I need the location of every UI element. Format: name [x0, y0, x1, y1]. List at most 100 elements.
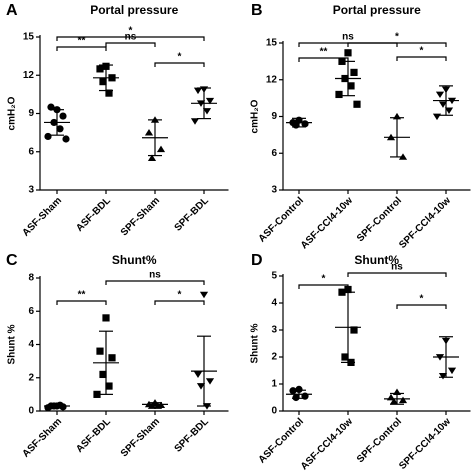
significance-bracket: [347, 272, 447, 277]
data-point: [156, 145, 166, 153]
x-tick-label: SPF-Sham: [119, 416, 162, 459]
significance-bracket: [396, 56, 447, 61]
significance-label: *: [129, 26, 133, 37]
significance-bracket: [298, 57, 349, 62]
panel-letter: B: [251, 2, 263, 19]
significance-label: *: [178, 52, 182, 63]
significance-bracket: [154, 300, 205, 305]
data-point: [438, 373, 448, 380]
x-tick-label: SPF-BDL: [173, 416, 211, 454]
y-tick-label: 3: [271, 325, 277, 336]
data-point: [99, 78, 107, 86]
y-tick-label: 6: [28, 146, 34, 157]
data-point: [193, 87, 203, 95]
x-tick-label: SPF-Sham: [119, 195, 162, 238]
significance-bracket: [56, 46, 107, 51]
data-point: [350, 326, 358, 334]
data-point: [108, 354, 116, 362]
y-tick-label: 4: [28, 339, 34, 350]
y-tick-label: 9: [271, 111, 277, 122]
y-axis-label: Shunt %: [7, 324, 18, 364]
data-point: [447, 367, 457, 375]
panel-letter: A: [6, 2, 18, 19]
x-tick-label: ASF-CCl4-10w: [299, 195, 355, 251]
data-point: [190, 118, 200, 125]
y-tick-label: 3: [28, 185, 34, 196]
significance-bracket: [105, 42, 156, 47]
axes: [39, 35, 229, 191]
y-tick-label: 4: [271, 298, 277, 309]
data-point: [438, 101, 448, 108]
panel-title: Shunt%: [354, 253, 399, 267]
significance-label: **: [78, 36, 86, 47]
x-tick-label: ASF-BDL: [74, 195, 113, 234]
data-point: [96, 65, 104, 73]
data-point: [350, 68, 358, 76]
data-point: [56, 401, 64, 409]
y-tick-label: 0: [271, 406, 277, 417]
significance-label: ns: [149, 270, 161, 281]
significance-label: ns: [342, 32, 354, 43]
x-tick-label: ASF-Control: [257, 416, 307, 466]
y-tick-label: 0: [28, 406, 34, 417]
panel-letter: C: [6, 252, 18, 269]
y-axis-label: cmH₂O: [250, 99, 261, 133]
y-tick-label: 3: [271, 185, 277, 196]
y-axis-label: cmH₂O: [7, 96, 18, 130]
data-point: [341, 353, 349, 361]
data-point: [295, 385, 303, 393]
data-point: [435, 91, 445, 99]
data-point: [193, 371, 203, 379]
data-point: [59, 112, 67, 120]
significance-bracket: [105, 280, 205, 285]
y-tick-label: 5: [271, 271, 277, 282]
data-point: [347, 82, 355, 90]
data-point: [344, 49, 352, 57]
data-point: [93, 390, 101, 398]
data-point: [96, 347, 104, 355]
significance-bracket: [396, 304, 447, 309]
x-tick-label: SPF-CCl4-10w: [397, 195, 453, 251]
y-tick-label: 6: [28, 306, 34, 317]
panel-title: Portal pressure: [333, 3, 421, 17]
data-point: [444, 107, 454, 114]
significance-label: *: [420, 294, 424, 305]
panel-letter: D: [251, 252, 263, 269]
data-point: [202, 108, 212, 115]
data-point: [47, 103, 55, 111]
x-tick-label: ASF-CCl4-10w: [299, 416, 355, 472]
data-point: [292, 393, 300, 402]
significance-bracket: [56, 36, 205, 41]
x-tick-label: ASF-Control: [257, 195, 307, 245]
significance-bracket: [298, 284, 349, 289]
data-point: [56, 125, 64, 133]
data-point: [105, 382, 113, 390]
y-tick-label: 2: [28, 372, 34, 383]
significance-label: *: [322, 274, 326, 285]
y-axis-label: Shunt %: [250, 323, 261, 363]
y-tick-label: 2: [271, 352, 277, 363]
y-tick-label: 15: [23, 32, 35, 43]
data-point: [102, 314, 110, 322]
significance-bracket: [154, 62, 205, 67]
data-point: [205, 97, 215, 105]
y-tick-label: 8: [28, 273, 34, 284]
x-tick-label: ASF-Sham: [20, 195, 64, 239]
data-point: [62, 135, 70, 143]
data-point: [432, 113, 442, 121]
data-point: [144, 129, 154, 136]
data-point: [335, 90, 343, 99]
significance-label: ns: [391, 262, 403, 273]
x-tick-label: SPF-BDL: [173, 195, 211, 233]
y-tick-label: 9: [28, 108, 34, 119]
y-tick-label: 12: [23, 70, 35, 81]
panel-title: Portal pressure: [90, 3, 178, 17]
significance-label: *: [395, 32, 399, 43]
significance-label: *: [178, 290, 182, 301]
y-tick-label: 12: [266, 74, 278, 85]
significance-label: **: [320, 47, 328, 58]
x-tick-label: ASF-Sham: [20, 416, 64, 460]
x-tick-label: SPF-Control: [355, 195, 404, 244]
panel-title: Shunt%: [112, 253, 157, 267]
